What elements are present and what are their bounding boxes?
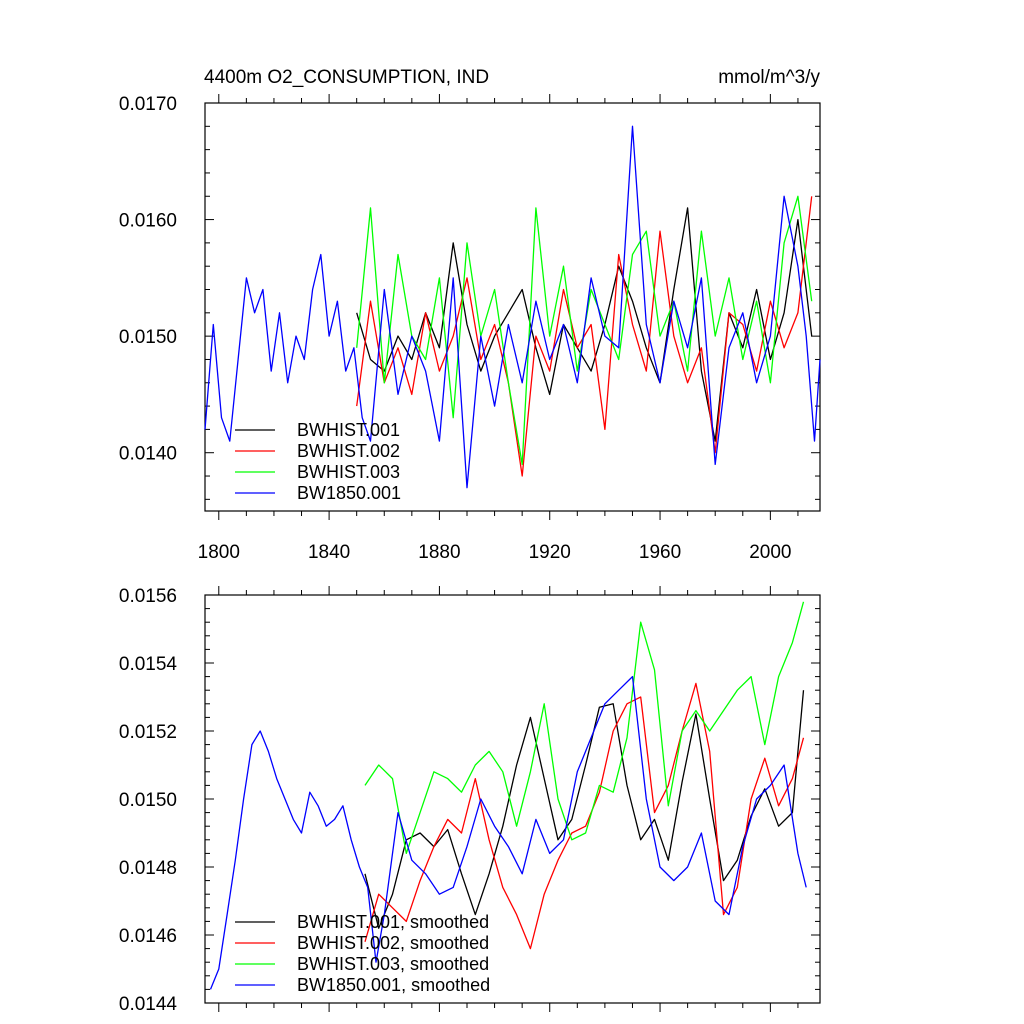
series-line-bwhist-001-smoothed <box>364 690 805 929</box>
legend-label-bwhist-001: BWHIST.001 <box>297 420 400 440</box>
x-tick-label: 1800 <box>198 542 240 563</box>
legend-label-bw1850-001: BW1850.001 <box>297 483 401 503</box>
x-tick-label: 1880 <box>418 542 460 563</box>
y-tick-label: 0.0148 <box>119 858 177 879</box>
bottom-panel: 0.0144 0.0146 0.0148 0.0150 0.0152 0.0154 0.01… <box>119 586 821 1015</box>
x-tick-label: 1960 <box>639 542 681 563</box>
y-tick-label: 0.0152 <box>119 722 177 743</box>
series-line-bw1850-001 <box>204 125 821 489</box>
top-panel-tick-labels: 0.0140 0.0150 0.0160 0.0170 1800 1840 1880 1920… <box>119 94 792 563</box>
y-tick-label: 0.0150 <box>119 327 177 348</box>
y-tick-label: 0.0150 <box>119 790 177 811</box>
y-tick-label: 0.0144 <box>119 994 178 1015</box>
top-panel-units: mmol/m^3/y <box>718 67 820 88</box>
series-line-bw1850-001-smoothed <box>209 675 807 990</box>
series-line-bwhist-003-smoothed <box>364 601 805 855</box>
y-tick-label: 0.0154 <box>119 654 178 675</box>
y-tick-label: 0.0140 <box>119 444 177 465</box>
bottom-panel-tick-labels: 0.0144 0.0146 0.0148 0.0150 0.0152 0.0154 0.01… <box>119 586 178 1015</box>
legend-label-bwhist-002: BWHIST.002 <box>297 441 400 461</box>
legend-label-bwhist-002-smoothed: BWHIST.002, smoothed <box>297 933 489 953</box>
y-tick-label: 0.0160 <box>119 211 177 232</box>
y-tick-label: 0.0156 <box>119 586 177 607</box>
top-panel-series <box>204 125 821 489</box>
y-tick-label: 0.0146 <box>119 926 177 947</box>
legend-label-bwhist-003-smoothed: BWHIST.003, smoothed <box>297 954 489 974</box>
bottom-panel-ticks <box>205 586 820 1012</box>
legend-label-bwhist-001-smoothed: BWHIST.001, smoothed <box>297 912 489 932</box>
legend-label-bwhist-003: BWHIST.003 <box>297 462 400 482</box>
x-tick-label: 2000 <box>749 542 791 563</box>
series-line-bwhist-002 <box>356 196 813 477</box>
y-tick-label: 0.0170 <box>119 94 177 115</box>
bottom-panel-series <box>209 601 807 990</box>
top-panel-title: 4400m O2_CONSUMPTION, IND <box>204 67 489 88</box>
top-panel-plot-frame <box>204 102 821 512</box>
x-tick-label: 1840 <box>308 542 350 563</box>
series-line-bwhist-002-smoothed <box>364 682 805 950</box>
top-panel: 4400m O2_CONSUMPTION, IND mmol/m^3/y 0.0… <box>119 67 821 563</box>
legend-label-bw1850-001-smoothed: BW1850.001, smoothed <box>297 975 490 995</box>
x-tick-label: 1920 <box>529 542 571 563</box>
